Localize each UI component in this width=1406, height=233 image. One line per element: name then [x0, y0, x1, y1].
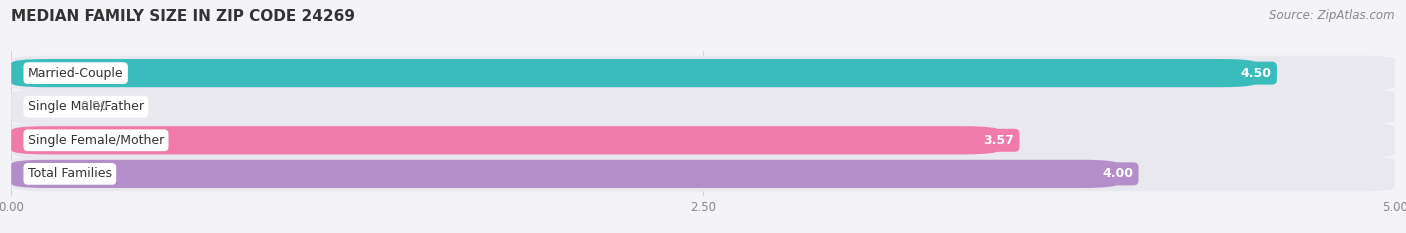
FancyBboxPatch shape — [11, 123, 1395, 158]
Text: MEDIAN FAMILY SIZE IN ZIP CODE 24269: MEDIAN FAMILY SIZE IN ZIP CODE 24269 — [11, 9, 356, 24]
FancyBboxPatch shape — [11, 156, 1395, 191]
Text: 4.00: 4.00 — [1102, 167, 1133, 180]
FancyBboxPatch shape — [11, 59, 1257, 87]
Text: Total Families: Total Families — [28, 167, 112, 180]
FancyBboxPatch shape — [11, 126, 1000, 154]
Text: Single Male/Father: Single Male/Father — [28, 100, 143, 113]
Text: 0.00: 0.00 — [80, 100, 108, 113]
Text: Single Female/Mother: Single Female/Mother — [28, 134, 165, 147]
Text: Married-Couple: Married-Couple — [28, 67, 124, 80]
Text: 4.50: 4.50 — [1241, 67, 1272, 80]
Text: 3.57: 3.57 — [984, 134, 1015, 147]
FancyBboxPatch shape — [11, 89, 1395, 124]
Text: Source: ZipAtlas.com: Source: ZipAtlas.com — [1270, 9, 1395, 22]
FancyBboxPatch shape — [11, 56, 1395, 91]
FancyBboxPatch shape — [11, 160, 1118, 188]
